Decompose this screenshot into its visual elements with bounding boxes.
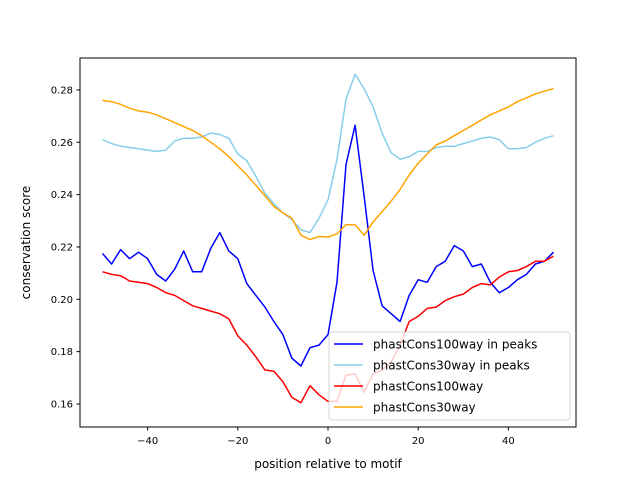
legend: phastCons100way in peaks phastCons30way i…: [328, 331, 571, 421]
x-tick-label: 20: [412, 436, 425, 447]
legend-label-1: phastCons30way in peaks: [373, 359, 530, 373]
y-tick-label: 0.28: [51, 85, 73, 96]
legend-label-2: phastCons100way: [373, 380, 483, 394]
y-tick-label: 0.16: [51, 399, 73, 410]
legend-box: [328, 331, 571, 421]
y-axis-label: conservation score: [19, 186, 33, 300]
series-line-3: [102, 87, 554, 241]
y-tick-label: 0.18: [51, 347, 73, 358]
axes-layer: −40 −20 0 20 40 0.16 0.18 0.20 0.22 0.24 0.26 0.28: [51, 85, 515, 447]
y-tick-label: 0.24: [51, 190, 73, 201]
series-line-2: [102, 255, 554, 404]
x-tick-label: 0: [325, 436, 331, 447]
x-tick-label: 40: [502, 436, 515, 447]
x-axis-label: position relative to motif: [254, 457, 402, 471]
y-tick-label: 0.20: [51, 295, 73, 306]
series-line-1: [102, 73, 554, 234]
legend-label-3: phastCons30way: [373, 401, 476, 415]
series-line-0: [101, 124, 555, 367]
y-tick-label: 0.26: [51, 138, 73, 149]
x-tick-label: −20: [227, 436, 248, 447]
legend-label-0: phastCons100way in peaks: [373, 338, 537, 352]
series-layer: [101, 73, 555, 404]
x-tick-label: −40: [137, 436, 158, 447]
y-tick-label: 0.22: [51, 242, 73, 253]
